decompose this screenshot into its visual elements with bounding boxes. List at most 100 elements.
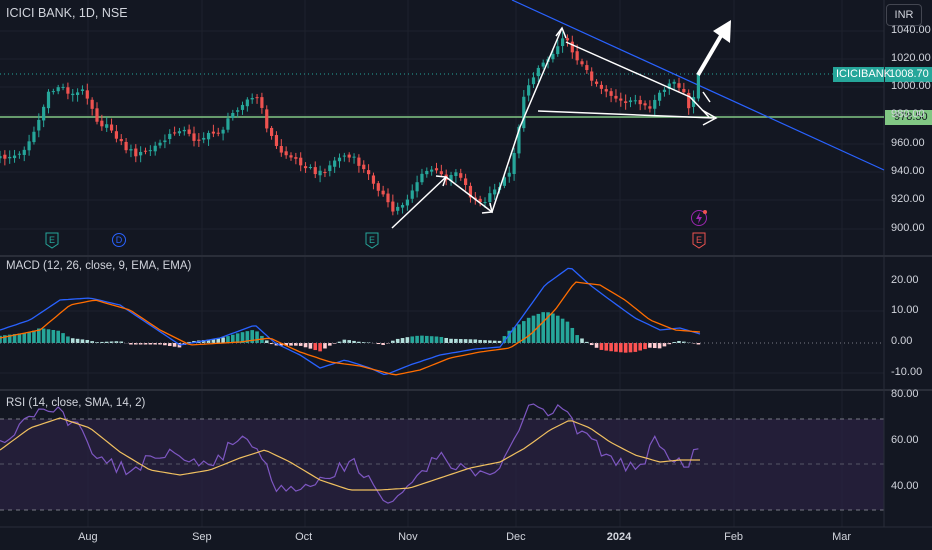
breakout-arrow[interactable] — [696, 20, 731, 77]
candle-body — [614, 95, 618, 99]
candle-body — [182, 129, 186, 132]
macd-histogram-bar — [284, 343, 288, 346]
candle-body — [95, 108, 99, 122]
candle-body — [153, 145, 157, 152]
macd-histogram-bar — [167, 343, 172, 346]
macd-histogram-bar — [75, 338, 80, 343]
price-tick: 1020.00 — [891, 52, 931, 64]
macd-tick: 20.00 — [891, 274, 919, 286]
macd-histogram-bar — [148, 343, 153, 345]
macd-histogram-bar — [332, 343, 337, 344]
macd-histogram-bar — [114, 341, 119, 343]
candle-body — [454, 172, 458, 176]
candle-body — [76, 92, 80, 96]
candle-body — [211, 131, 215, 134]
symbol-title[interactable]: ICICI BANK, 1D, NSE — [6, 6, 128, 20]
candle-body — [71, 93, 75, 96]
candle-body — [400, 204, 405, 208]
candle-body — [260, 97, 264, 108]
macd-histogram-bar — [100, 341, 104, 343]
candle-body — [124, 141, 128, 151]
candle-body — [119, 139, 123, 142]
candle-body — [90, 99, 94, 109]
candle-body — [231, 112, 235, 118]
macd-histogram-bar — [628, 343, 633, 353]
candle-body — [580, 61, 584, 65]
macd-histogram-bar — [61, 333, 65, 343]
candle-body — [158, 142, 162, 146]
macd-histogram-bar — [531, 315, 536, 343]
candle-body — [187, 129, 191, 134]
candlestick-series[interactable] — [0, 31, 700, 216]
macd-histogram-bar — [46, 329, 51, 343]
rsi-title[interactable]: RSI (14, close, SMA, 14, 2) — [6, 397, 146, 409]
macd-histogram-bar — [429, 336, 434, 343]
candle-body — [483, 202, 487, 204]
candle-body — [677, 83, 681, 88]
candle-body — [342, 155, 346, 157]
currency-button[interactable]: INR — [886, 4, 922, 26]
macd-histogram-bar — [604, 343, 609, 351]
candle-body — [236, 110, 240, 112]
lightning-icon[interactable] — [691, 210, 708, 226]
earnings-marker-2[interactable]: E — [365, 232, 379, 249]
macd-histogram-bar — [405, 337, 410, 343]
macd-histogram-bar — [240, 332, 245, 343]
rsi-tick: 60.00 — [891, 434, 919, 446]
candle-body — [226, 118, 230, 130]
candle-body — [367, 170, 371, 175]
candle-body — [662, 89, 667, 92]
candle-body — [46, 91, 51, 109]
macd-histogram-bar — [594, 343, 599, 348]
dividend-marker[interactable]: D — [112, 233, 126, 247]
level-badge: 978.50 — [894, 111, 928, 123]
candle-body — [8, 156, 12, 159]
macd-histogram-bar — [245, 331, 250, 343]
macd-histogram-bar — [7, 334, 12, 343]
candle-body — [303, 166, 308, 169]
candle-body — [347, 154, 351, 158]
last-price-badge-bg — [885, 67, 932, 82]
candle-body — [691, 97, 696, 107]
macd-histogram-bar — [313, 343, 318, 351]
candle-body — [42, 106, 46, 121]
macd-histogram-bar — [672, 342, 676, 343]
macd-histogram-bar — [614, 343, 618, 352]
candle-body — [633, 100, 637, 102]
macd-histogram-bar — [264, 340, 269, 343]
candle-body — [648, 106, 652, 109]
macd-histogram-bar — [158, 343, 162, 345]
candle-body — [376, 183, 380, 191]
rsi-line — [0, 403, 699, 504]
candle-body — [536, 67, 540, 77]
candle-body — [192, 133, 196, 141]
candle-body — [357, 157, 361, 166]
macd-histogram-bar — [41, 328, 46, 343]
svg-text:E: E — [696, 235, 702, 245]
price-tick: 940.00 — [891, 165, 925, 177]
time-label: Feb — [724, 531, 744, 543]
macd-histogram-bar — [536, 313, 541, 343]
macd-histogram-bar — [551, 313, 555, 343]
macd-histogram-bar — [546, 312, 550, 343]
earnings-marker-3[interactable]: E — [692, 232, 706, 249]
macd-histogram-bar — [138, 343, 143, 345]
earnings-marker-1[interactable]: E — [45, 232, 59, 249]
macd-histogram-bar — [352, 340, 356, 343]
drawn-pattern-arrows[interactable] — [391, 26, 718, 229]
macd-histogram-bar — [206, 339, 211, 343]
macd-title[interactable]: MACD (12, 26, close, 9, EMA, EMA) — [6, 260, 192, 272]
candle-body — [396, 206, 400, 211]
macd-histogram-bar — [104, 341, 109, 343]
macd-histogram-bar — [153, 343, 157, 345]
candle-body — [265, 109, 269, 129]
macd-histogram-bar — [425, 335, 429, 343]
candle-body — [61, 86, 65, 88]
macd-histogram-bar — [434, 336, 439, 343]
candle-body — [541, 62, 545, 67]
macd-histogram-bar — [221, 337, 225, 343]
candle-body — [206, 132, 211, 140]
macd-histogram-bar — [522, 321, 526, 343]
candle-body — [507, 172, 511, 177]
